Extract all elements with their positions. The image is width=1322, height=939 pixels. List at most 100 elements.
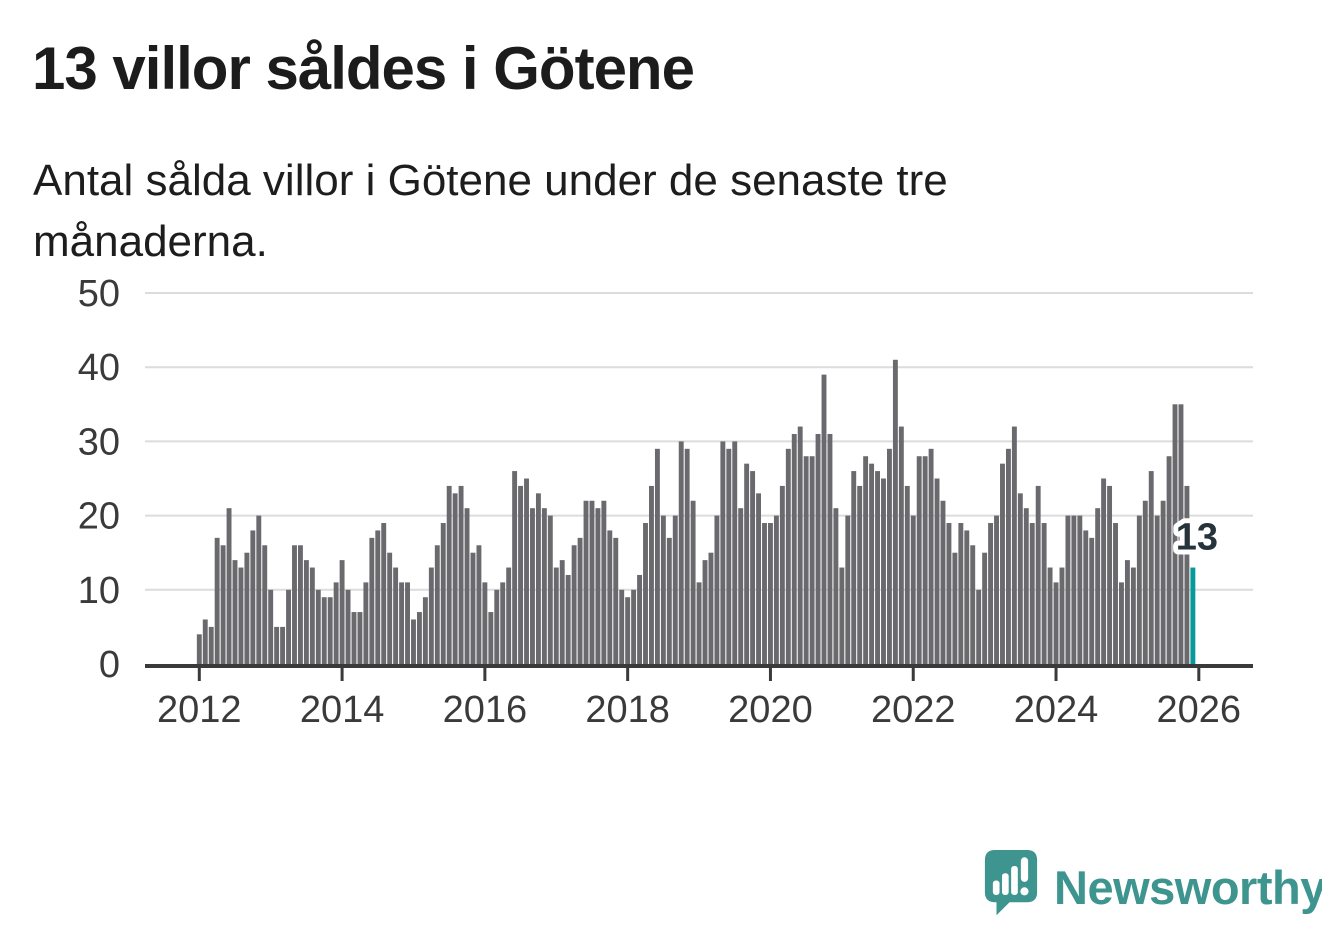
bar [660, 515, 666, 664]
bar [500, 582, 506, 664]
bar [1160, 500, 1166, 664]
bar [696, 582, 702, 664]
bar [1053, 582, 1059, 664]
bar [803, 456, 809, 664]
bar [684, 448, 690, 664]
bar [1136, 515, 1142, 664]
bar [440, 523, 446, 664]
bar [994, 515, 999, 664]
bar [494, 589, 500, 664]
x-tick-label: 2016 [443, 689, 528, 731]
x-tick-label: 2018 [585, 689, 670, 731]
bar [1047, 567, 1053, 664]
bar [202, 619, 208, 664]
bar [637, 574, 643, 664]
x-tick-label: 2020 [728, 689, 813, 731]
bar [351, 612, 357, 664]
bar [369, 537, 375, 664]
tick-mark [197, 668, 201, 681]
bar [1166, 456, 1172, 664]
bar [851, 471, 857, 664]
bar [643, 523, 648, 664]
bar [1148, 471, 1154, 664]
bar [547, 515, 553, 664]
bar [411, 619, 416, 664]
bar [482, 582, 488, 664]
bar [488, 612, 494, 664]
bar [286, 589, 291, 664]
bar [1083, 530, 1089, 664]
bar [506, 567, 512, 664]
bar [857, 485, 863, 664]
bar [1000, 463, 1005, 664]
bar [833, 508, 839, 664]
bar [738, 508, 744, 664]
bar [797, 426, 803, 664]
bar [1107, 485, 1113, 664]
bar [1017, 493, 1023, 664]
tick-mark [1197, 668, 1201, 681]
bar [208, 626, 214, 664]
bar [1178, 404, 1184, 664]
bar [220, 545, 226, 664]
bar [232, 560, 238, 664]
bar [982, 552, 988, 664]
bar [988, 523, 994, 664]
chart-area: 0 10 20 30 40 50 2012 2014 2016 2018 2020 2022 2024 2… [0, 260, 1322, 740]
bar [327, 597, 333, 664]
y-tick-label: 20 [78, 496, 120, 538]
bar [363, 582, 369, 664]
bar [750, 471, 756, 664]
bar [946, 523, 952, 664]
bar [541, 508, 547, 664]
bar [940, 500, 946, 664]
bar [863, 456, 869, 664]
bar [583, 500, 589, 664]
y-tick-label: 50 [78, 273, 120, 315]
bar [589, 500, 595, 664]
bar [607, 530, 613, 664]
bar [458, 485, 464, 664]
bar [226, 508, 232, 664]
bar [690, 500, 696, 664]
bar [619, 589, 625, 664]
bar [809, 456, 815, 664]
bar [434, 545, 440, 664]
bar [399, 582, 405, 664]
bar [518, 485, 524, 664]
bar [553, 567, 559, 664]
bar [726, 448, 732, 664]
bar [464, 508, 470, 664]
bar [250, 530, 256, 664]
bar [886, 448, 892, 664]
bar [559, 560, 565, 664]
bar [512, 471, 518, 664]
bar [535, 493, 541, 664]
bar [762, 523, 767, 664]
bar [1029, 523, 1035, 664]
bar [393, 567, 399, 664]
bar [1095, 508, 1101, 664]
bar [678, 441, 684, 664]
bar [625, 597, 631, 664]
bar [565, 574, 571, 664]
y-tick-label: 0 [99, 644, 120, 686]
bar [381, 523, 387, 664]
bar [756, 493, 761, 664]
bar [768, 523, 773, 664]
tick-mark [1054, 668, 1058, 681]
x-tick-label: 2022 [871, 689, 956, 731]
newsworthy-wordmark: Newsworthy [1054, 860, 1322, 914]
bar [1041, 523, 1047, 664]
bar [375, 530, 381, 664]
x-tick-label: 2024 [1014, 689, 1099, 731]
tick-mark [340, 668, 344, 681]
bar [452, 493, 458, 664]
bar [666, 537, 672, 664]
bar [297, 545, 303, 664]
bar [256, 515, 262, 664]
bar [405, 582, 410, 664]
value-annotation: 13 [1176, 517, 1218, 559]
bar [577, 537, 583, 664]
bar [702, 560, 708, 664]
